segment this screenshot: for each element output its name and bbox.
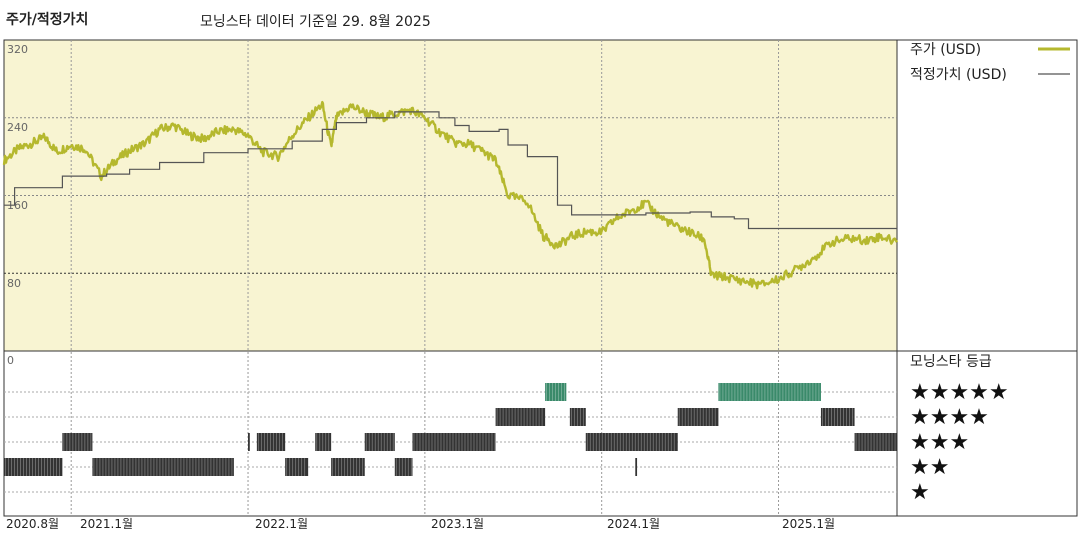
rating-bar	[364, 433, 395, 451]
rating-segment-2-star	[394, 458, 413, 476]
rating-bar	[256, 433, 286, 451]
one-star-label: ★	[910, 480, 930, 505]
rating-segment-3-star	[62, 433, 93, 451]
rating-legend: 모닝스타 등급 ★★★★★ ★★★★ ★★★ ★★ ★	[910, 354, 1009, 505]
five-star-label: ★★★★★	[910, 380, 1009, 405]
rating-bar	[718, 383, 821, 401]
chart-subtitle: 모닝스타 데이터 기준일 29. 8월 2025	[200, 14, 431, 30]
price-series-line	[2, 100, 899, 290]
rating-segment-3-star	[412, 433, 496, 451]
rating-bar	[4, 458, 63, 476]
rating-title: 모닝스타 등급	[910, 354, 992, 370]
rating-bar	[854, 433, 897, 451]
rating-bar	[331, 458, 365, 476]
two-star-label: ★★	[910, 455, 949, 480]
rating-segment-4-star	[569, 408, 586, 426]
rating-bar	[545, 383, 567, 401]
x-tick-label: 2022.1월	[255, 517, 308, 531]
rating-segment-2-star	[285, 458, 309, 476]
series-lines	[2, 100, 899, 290]
x-axis-ticks: 2020.8월 2021.1월 2022.1월 2023.1월 2024.1월 …	[6, 517, 835, 531]
rating-segment-5-star	[545, 383, 567, 401]
rating-segment-5-star	[718, 383, 821, 401]
rating-bar	[585, 433, 678, 451]
rating-segment-4-star	[677, 408, 719, 426]
rating-bar	[635, 458, 638, 476]
rating-segment-3-star	[256, 433, 286, 451]
four-star-label: ★★★★	[910, 405, 989, 430]
rating-bar	[820, 408, 855, 426]
rating-bar	[92, 458, 234, 476]
rating-bar	[569, 408, 586, 426]
y-tick-label: 240	[7, 121, 28, 134]
rating-bar	[394, 458, 413, 476]
rating-bars	[4, 383, 897, 476]
x-tick-label: 2023.1월	[431, 517, 484, 531]
rating-segment-2-star	[635, 458, 638, 476]
rating-bar	[285, 458, 309, 476]
rating-bar	[248, 433, 250, 451]
x-tick-label: 2020.8월	[6, 517, 59, 531]
chart-frame	[3, 39, 1078, 517]
rating-segment-2-star	[92, 458, 234, 476]
y-tick-label: 0	[7, 354, 14, 367]
rating-segment-4-star	[820, 408, 855, 426]
three-star-label: ★★★	[910, 430, 969, 455]
rating-segment-2-star	[4, 458, 63, 476]
y-tick-label: 160	[7, 199, 28, 212]
fair-value-series-line	[4, 111, 897, 230]
y-tick-label: 80	[7, 277, 21, 290]
y-tick-label: 320	[7, 43, 28, 56]
rating-segment-3-star	[854, 433, 897, 451]
rating-bar	[677, 408, 719, 426]
chart-title: 주가/적정가치	[6, 12, 89, 28]
rating-segment-2-star	[331, 458, 365, 476]
rating-bar	[412, 433, 496, 451]
x-tick-label: 2024.1월	[607, 517, 660, 531]
x-tick-label: 2025.1월	[782, 517, 835, 531]
y-axis-ticks: 320 240 160 80 0	[7, 43, 28, 367]
rating-segment-3-star	[585, 433, 678, 451]
x-tick-label: 2021.1월	[80, 517, 133, 531]
rating-segment-3-star	[248, 433, 250, 451]
legend-price-label: 주가 (USD)	[910, 42, 981, 58]
rating-segment-3-star	[364, 433, 395, 451]
legend: 주가 (USD) 적정가치 (USD)	[910, 42, 1070, 83]
rating-segment-4-star	[495, 408, 546, 426]
rating-bar	[315, 433, 332, 451]
rating-bar	[495, 408, 546, 426]
rating-bar	[62, 433, 93, 451]
rating-segment-3-star	[315, 433, 332, 451]
legend-fair-value-label: 적정가치 (USD)	[910, 67, 1007, 83]
